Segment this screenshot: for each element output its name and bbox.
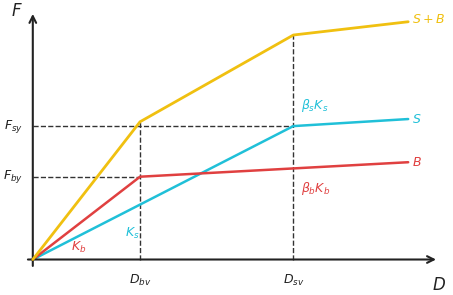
- Text: $F_{sy}$: $F_{sy}$: [4, 118, 23, 135]
- Text: $K_s$: $K_s$: [125, 226, 140, 241]
- Text: $D$: $D$: [432, 276, 446, 294]
- Text: $S+B$: $S+B$: [412, 13, 445, 26]
- Text: $D_{sv}$: $D_{sv}$: [283, 273, 304, 289]
- Text: $\beta_s K_s$: $\beta_s K_s$: [301, 97, 328, 114]
- Text: $B$: $B$: [412, 156, 422, 169]
- Text: $S$: $S$: [412, 113, 422, 126]
- Text: $F_{by}$: $F_{by}$: [3, 168, 23, 185]
- Text: $D_{bv}$: $D_{bv}$: [129, 273, 151, 289]
- Text: $K_b$: $K_b$: [71, 240, 87, 255]
- Text: $\beta_b K_b$: $\beta_b K_b$: [301, 180, 330, 196]
- Text: $F$: $F$: [11, 2, 23, 20]
